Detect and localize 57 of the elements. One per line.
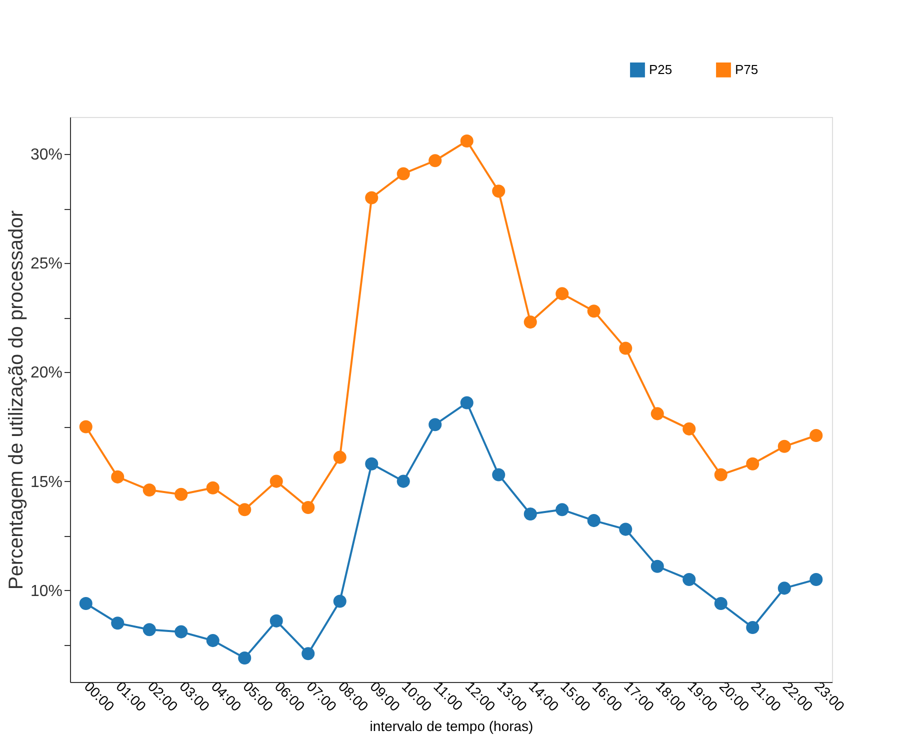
legend-label: P25: [649, 62, 672, 77]
point: [428, 418, 442, 432]
y-tick-label: 10%: [30, 582, 62, 600]
point: [650, 560, 664, 573]
point: [174, 488, 188, 501]
point: [810, 572, 823, 586]
y-axis-title: Percentagem de utilização do processador: [5, 210, 28, 590]
point: [111, 470, 124, 484]
point: [142, 623, 156, 636]
point: [428, 154, 442, 168]
point: [460, 396, 474, 410]
point: [556, 287, 569, 300]
y-tick-label: 15%: [30, 474, 62, 491]
point: [302, 500, 315, 514]
point: [746, 457, 760, 470]
point: [587, 304, 600, 318]
point: [174, 625, 188, 638]
point: [142, 484, 156, 497]
point: [778, 582, 791, 595]
point: [619, 342, 632, 355]
point: [682, 422, 696, 436]
point: [587, 514, 600, 528]
point: [650, 407, 664, 420]
point: [333, 594, 346, 608]
point: [238, 503, 252, 516]
point: [524, 508, 537, 521]
point: [492, 468, 506, 482]
point: [302, 647, 315, 660]
point: [810, 428, 823, 442]
y-tick-label: 25%: [30, 256, 62, 273]
point: [619, 522, 632, 536]
point: [492, 184, 506, 198]
point: [333, 450, 346, 464]
point: [524, 316, 537, 329]
point: [460, 134, 474, 148]
point: [365, 457, 378, 470]
point: [682, 572, 696, 586]
point: [79, 420, 92, 434]
x-axis-title: intervalo de tempo (horas): [370, 718, 534, 734]
point: [238, 652, 252, 665]
point: [746, 620, 760, 634]
point: [111, 616, 124, 630]
point: [556, 503, 569, 516]
point: [396, 167, 410, 180]
legend-label: P75: [735, 62, 758, 77]
y-tick-label: 30%: [30, 146, 62, 164]
point: [206, 634, 220, 648]
point: [714, 596, 728, 610]
point: [778, 440, 791, 453]
point: [270, 614, 283, 628]
y-tick-label: 20%: [30, 364, 62, 382]
point: [365, 191, 378, 204]
point: [714, 468, 728, 482]
point: [206, 481, 220, 494]
point: [79, 596, 92, 610]
point: [270, 474, 283, 488]
point: [396, 474, 410, 488]
